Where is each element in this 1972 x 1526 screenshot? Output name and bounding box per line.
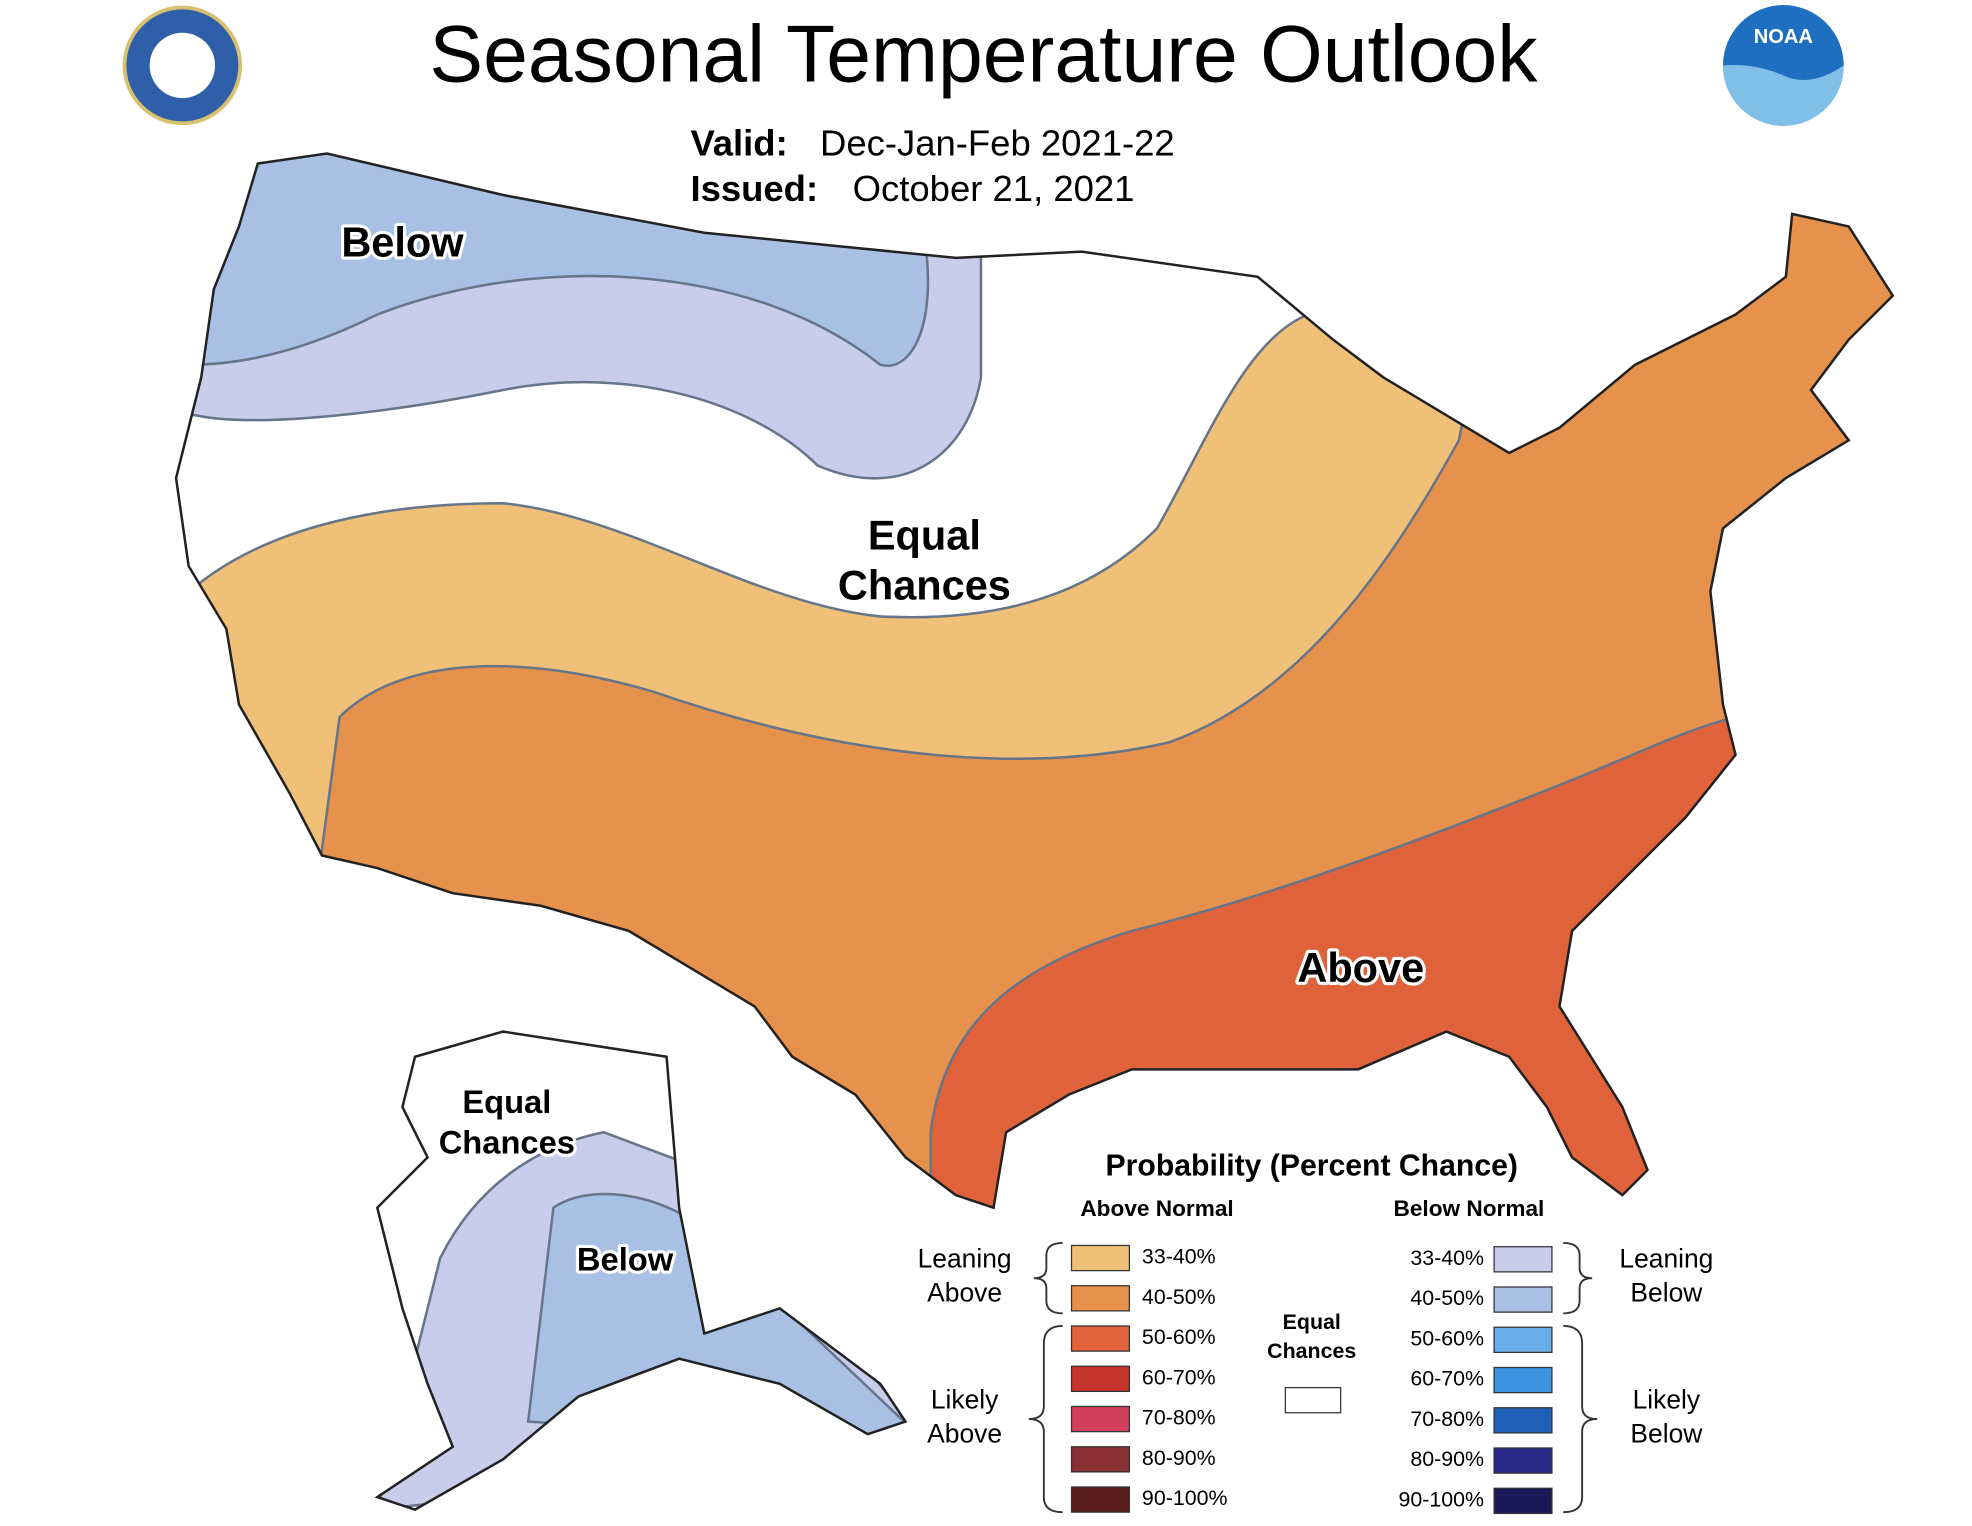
legend-swatch xyxy=(1493,1487,1553,1515)
legend-heading: Below Normal xyxy=(1394,1196,1545,1221)
legend: Probability (Percent Chance) Above Norma… xyxy=(918,1149,1713,1515)
legend-label: 80-90% xyxy=(1410,1447,1484,1471)
legend-swatch xyxy=(1493,1447,1553,1474)
legend-label: 50-60% xyxy=(1410,1326,1484,1350)
legend-swatch xyxy=(1493,1246,1553,1273)
legend-label: 40-50% xyxy=(1410,1286,1484,1310)
legend-swatch xyxy=(1493,1286,1553,1313)
map-label: Equal xyxy=(462,1083,551,1120)
legend-swatch xyxy=(1070,1325,1131,1352)
legend-label: 70-80% xyxy=(1410,1407,1484,1431)
legend-swatch xyxy=(1493,1407,1553,1434)
issued-value: October 21, 2021 xyxy=(853,168,1135,209)
legend-swatch xyxy=(1070,1285,1131,1312)
legend-group: Leaning xyxy=(1619,1244,1713,1274)
legend-group: Likely xyxy=(931,1384,999,1414)
commerce-seal-center xyxy=(149,32,216,99)
legend-label: 90-100% xyxy=(1398,1487,1484,1511)
alaska-below-40-50 xyxy=(526,1192,906,1449)
legend-swatch xyxy=(1493,1326,1553,1354)
legend-label: 33-40% xyxy=(1410,1246,1484,1270)
noaa-logo-wave xyxy=(1722,64,1844,126)
legend-label: 60-70% xyxy=(1142,1365,1216,1389)
legend-group: Chances xyxy=(1267,1339,1356,1363)
legend-label: 90-100% xyxy=(1142,1486,1228,1510)
legend-label: 80-90% xyxy=(1142,1446,1216,1470)
conus-outline xyxy=(174,152,1895,1210)
legend-label: 40-50% xyxy=(1142,1285,1216,1309)
legend-label: 70-80% xyxy=(1142,1406,1216,1430)
legend-label: 33-40% xyxy=(1142,1245,1216,1269)
conus-regions xyxy=(176,153,1893,1208)
map-label: Above xyxy=(1297,944,1424,991)
legend-swatch xyxy=(1070,1244,1131,1272)
map-label: Chances xyxy=(838,562,1011,609)
legend-label: 50-60% xyxy=(1142,1325,1216,1349)
map-label: Chances xyxy=(439,1123,575,1160)
legend-group: Likely xyxy=(1633,1384,1701,1414)
legend-swatch xyxy=(1070,1365,1131,1393)
issued-label: Issued: xyxy=(690,168,818,209)
legend-group: Leaning xyxy=(918,1244,1012,1274)
legend-group: Below xyxy=(1630,1418,1703,1448)
title: Seasonal Temperature Outlook xyxy=(429,10,1538,100)
map-label: Below xyxy=(577,1240,674,1277)
legend-title: Probability (Percent Chance) xyxy=(1106,1149,1518,1182)
valid-label: Valid: xyxy=(690,123,787,164)
equal-chances-swatch xyxy=(1284,1386,1342,1414)
legend-label: 60-70% xyxy=(1410,1367,1484,1391)
legend-group: Equal xyxy=(1283,1310,1341,1334)
valid-value: Dec-Jan-Feb 2021-22 xyxy=(820,123,1175,164)
legend-heading: Above Normal xyxy=(1080,1196,1233,1221)
legend-swatch xyxy=(1070,1446,1131,1473)
map-label: Equal xyxy=(868,511,981,558)
alaska-outline xyxy=(374,1030,908,1512)
legend-group: Below xyxy=(1630,1277,1703,1307)
noaa-logo-text: NOAA xyxy=(1754,26,1813,48)
map-label: Below xyxy=(341,218,464,265)
legend-swatch xyxy=(1070,1405,1131,1433)
legend-swatch xyxy=(1493,1366,1553,1394)
legend-swatch xyxy=(1070,1486,1131,1513)
legend-group: Above xyxy=(927,1277,1002,1307)
legend-group: Above xyxy=(927,1418,1002,1448)
